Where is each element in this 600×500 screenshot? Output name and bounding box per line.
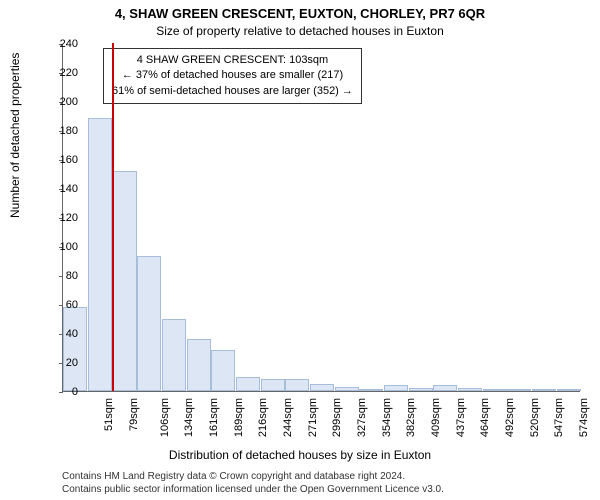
x-tick-label: 161sqm: [208, 398, 220, 437]
y-tick-label: 220: [60, 67, 78, 79]
histogram-bar: [433, 385, 457, 391]
histogram-bar: [359, 389, 383, 391]
chart-subtitle: Size of property relative to detached ho…: [0, 24, 600, 38]
y-tick-label: 60: [66, 299, 78, 311]
histogram-bar: [557, 389, 581, 391]
property-marker-line: [112, 43, 114, 391]
histogram-bar: [532, 389, 556, 391]
histogram-bar: [137, 256, 161, 391]
footer-line-1: Contains HM Land Registry data © Crown c…: [62, 470, 444, 483]
y-tick-label: 0: [72, 386, 78, 398]
histogram-bar: [88, 118, 112, 391]
footer-attribution: Contains HM Land Registry data © Crown c…: [62, 470, 444, 496]
y-tick-label: 240: [60, 38, 78, 50]
x-tick-label: 299sqm: [331, 398, 343, 437]
histogram-bar: [211, 350, 235, 391]
x-tick-label: 547sqm: [553, 398, 565, 437]
x-tick-label: 271sqm: [307, 398, 319, 437]
x-tick-label: 382sqm: [405, 398, 417, 437]
x-tick-label: 354sqm: [381, 398, 393, 437]
annotation-line-3: 61% of semi-detached houses are larger (…: [112, 84, 353, 99]
y-tick-label: 200: [60, 96, 78, 108]
x-tick-label: 134sqm: [183, 398, 195, 437]
x-tick-label: 574sqm: [578, 398, 590, 437]
histogram-bar: [63, 307, 87, 391]
histogram-bar: [187, 339, 211, 391]
histogram-bar: [483, 389, 507, 391]
y-tick-label: 180: [60, 125, 78, 137]
histogram-bar: [310, 384, 334, 391]
y-tick-mark: [59, 392, 63, 393]
x-tick-label: 79sqm: [128, 398, 140, 431]
chart-plot-area: 4 SHAW GREEN CRESCENT: 103sqm ← 37% of d…: [62, 44, 580, 392]
y-tick-mark: [59, 276, 63, 277]
y-tick-label: 160: [60, 154, 78, 166]
annotation-box: 4 SHAW GREEN CRESCENT: 103sqm ← 37% of d…: [103, 48, 362, 104]
x-tick-label: 520sqm: [529, 398, 541, 437]
y-tick-label: 40: [66, 328, 78, 340]
x-tick-label: 189sqm: [233, 398, 245, 437]
y-tick-mark: [59, 305, 63, 306]
histogram-bar: [335, 387, 359, 391]
x-tick-label: 327sqm: [356, 398, 368, 437]
y-tick-label: 100: [60, 241, 78, 253]
x-tick-label: 437sqm: [455, 398, 467, 437]
histogram-bar: [384, 385, 408, 391]
histogram-bar: [162, 319, 186, 392]
x-axis-label: Distribution of detached houses by size …: [0, 448, 600, 462]
y-axis-label: Number of detached properties: [8, 53, 22, 218]
histogram-bar: [285, 379, 309, 391]
x-tick-label: 106sqm: [159, 398, 171, 437]
histogram-bar: [507, 389, 531, 391]
y-tick-label: 80: [66, 270, 78, 282]
annotation-line-1: 4 SHAW GREEN CRESCENT: 103sqm: [112, 53, 353, 68]
y-tick-label: 120: [60, 212, 78, 224]
histogram-bar: [458, 388, 482, 391]
chart-title: 4, SHAW GREEN CRESCENT, EUXTON, CHORLEY,…: [0, 6, 600, 21]
x-tick-label: 244sqm: [282, 398, 294, 437]
y-tick-label: 140: [60, 183, 78, 195]
histogram-bar: [236, 377, 260, 392]
x-tick-label: 216sqm: [257, 398, 269, 437]
x-tick-label: 464sqm: [479, 398, 491, 437]
x-tick-label: 51sqm: [103, 398, 115, 431]
x-tick-label: 409sqm: [430, 398, 442, 437]
x-tick-label: 492sqm: [504, 398, 516, 437]
y-tick-label: 20: [66, 357, 78, 369]
annotation-line-2: ← 37% of detached houses are smaller (21…: [112, 68, 353, 83]
histogram-bar: [113, 171, 137, 391]
histogram-bar: [409, 388, 433, 391]
histogram-bar: [261, 379, 285, 391]
footer-line-2: Contains public sector information licen…: [62, 483, 444, 496]
